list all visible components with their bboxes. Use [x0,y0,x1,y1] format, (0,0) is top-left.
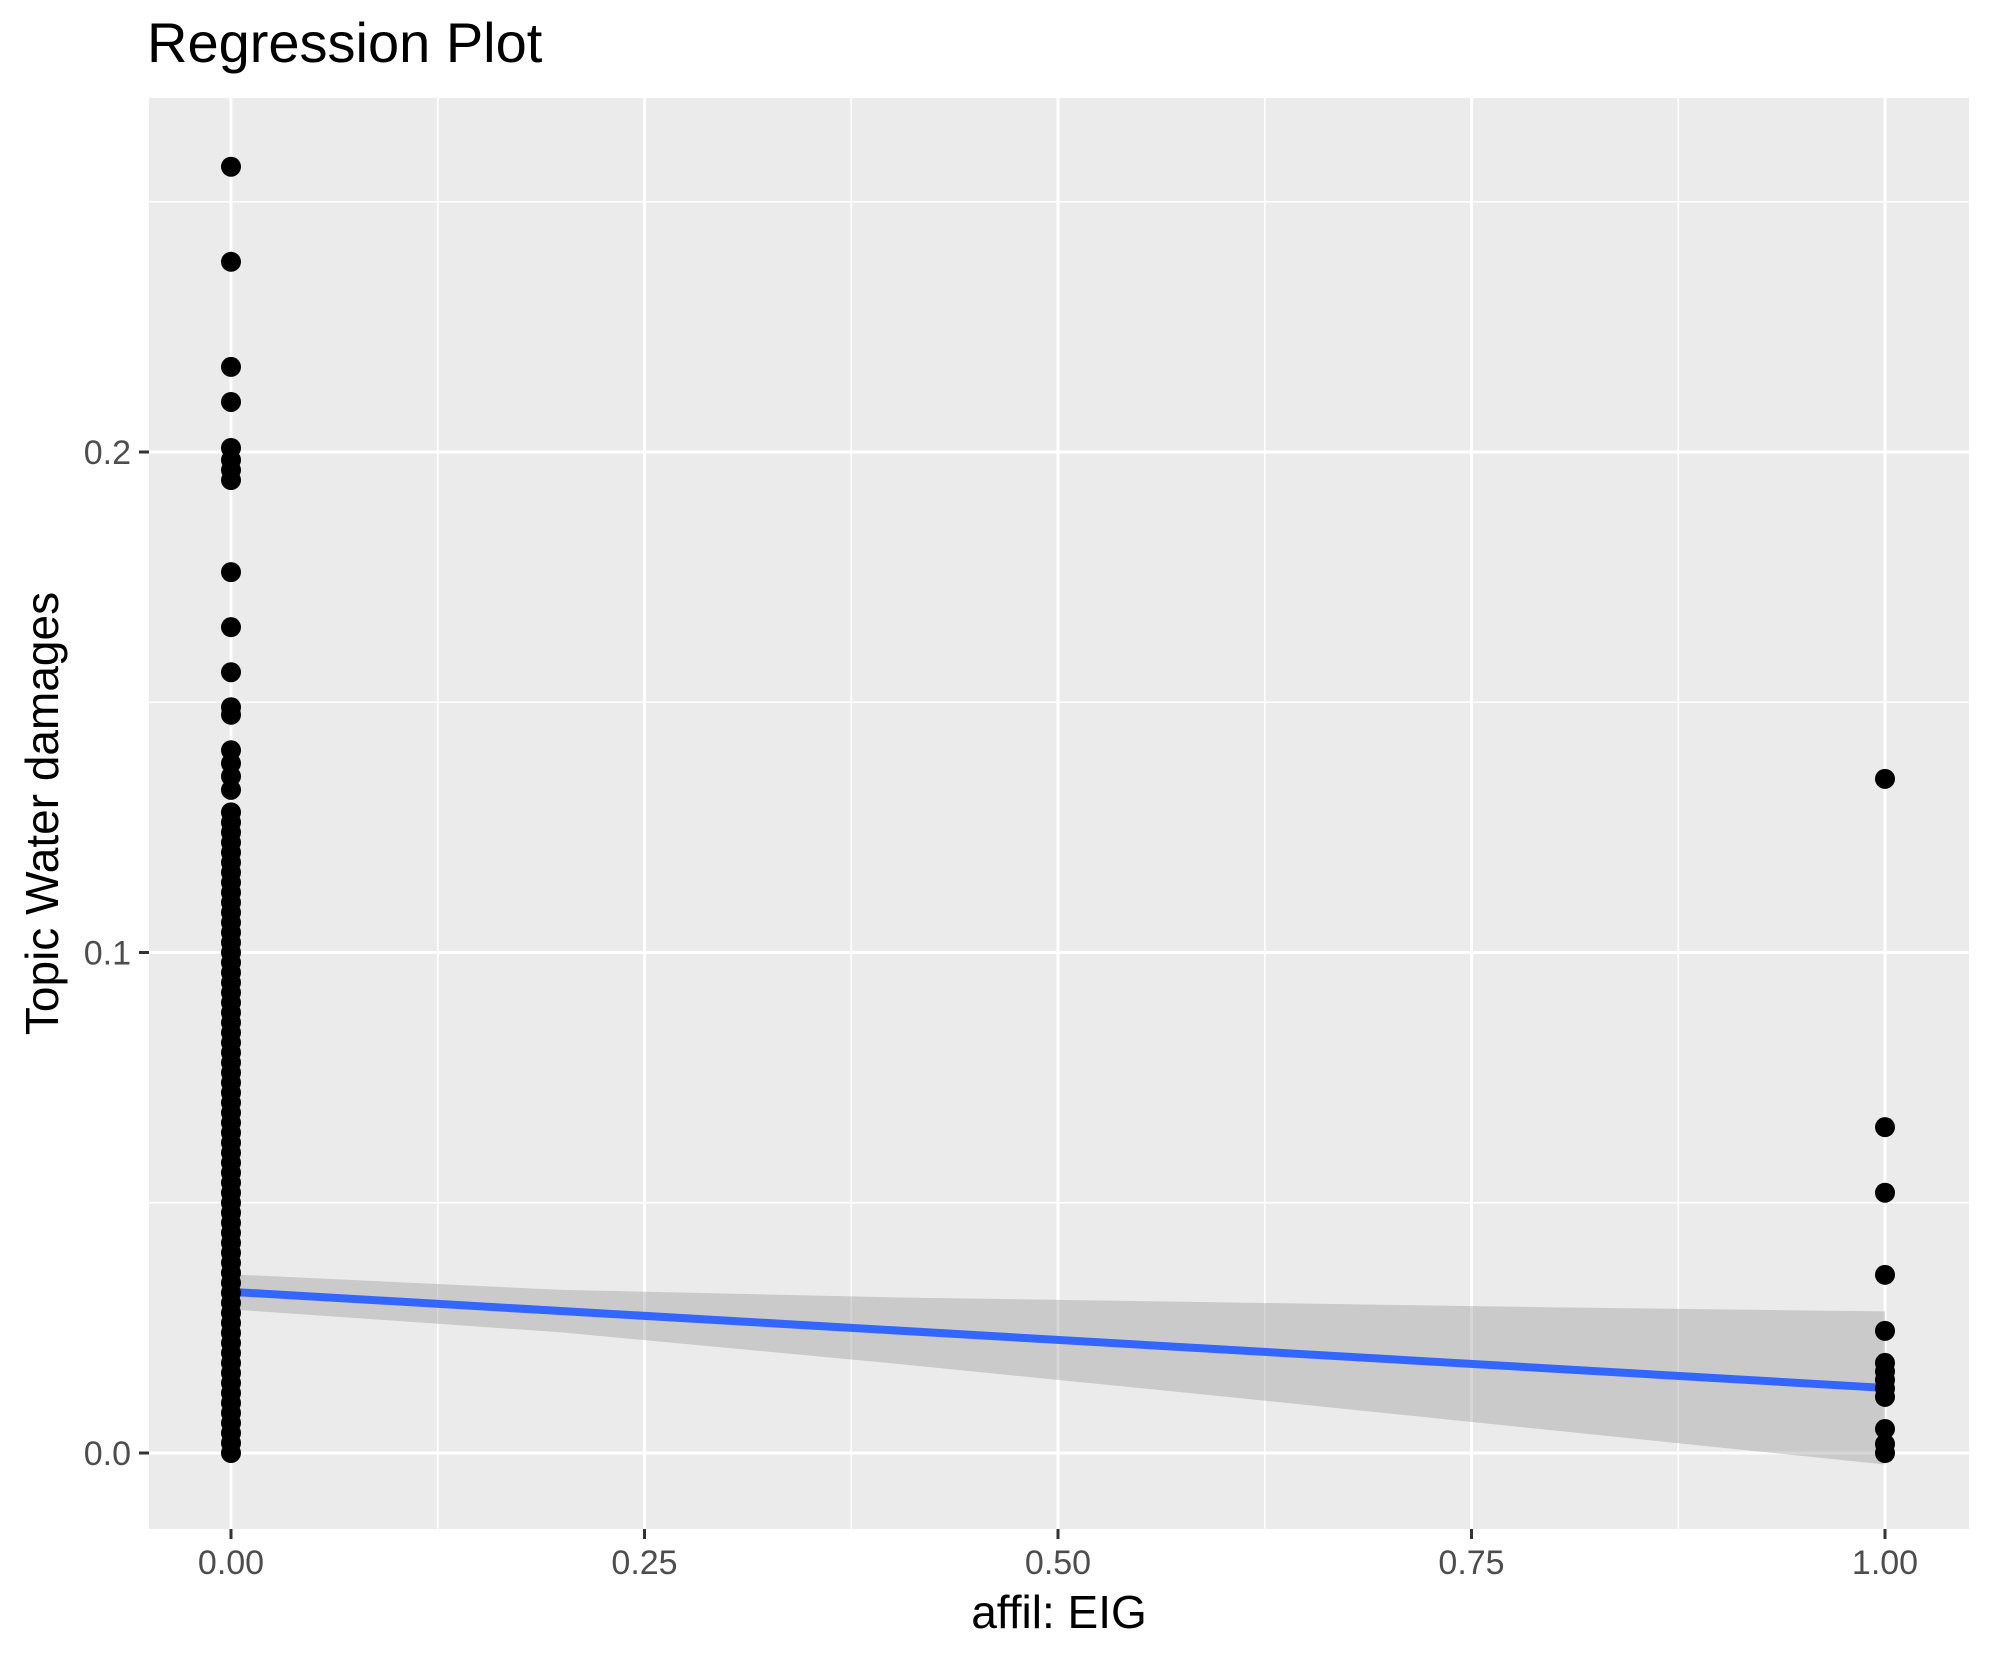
data-point [221,391,241,412]
x-tick-label: 0.00 [198,1544,264,1582]
data-point [221,1443,241,1463]
data-point [1875,1386,1895,1407]
data-point [221,662,241,683]
data-point [1875,1443,1895,1463]
data-point [1875,1418,1895,1439]
y-tick-label: 0.2 [84,434,131,472]
data-point [221,470,241,491]
data-point [221,156,241,177]
x-tick-label: 0.25 [611,1544,677,1582]
data-point [221,356,241,377]
x-tick-label: 1.00 [1852,1544,1918,1582]
y-axis-tick-labels: 0.0 0.1 0.2 [84,434,131,1473]
data-point [1875,1264,1895,1285]
data-point [1875,1117,1895,1138]
y-axis-title: Topic Water damages [16,592,68,1035]
data-point [221,562,241,583]
data-point [1875,768,1895,789]
data-point [221,251,241,272]
data-point [1875,1320,1895,1341]
x-axis-tick-labels: 0.00 0.25 0.50 0.75 1.00 [198,1544,1918,1582]
scatter-points [221,156,1895,1463]
y-tick-label: 0.0 [84,1435,131,1473]
data-point [221,779,241,800]
major-gridlines [149,98,1969,1529]
data-point [221,704,241,725]
regression-line [230,1287,1886,1392]
x-tick-label: 0.75 [1438,1544,1504,1582]
x-tick-label: 0.50 [1025,1544,1091,1582]
axis-tick-marks [139,450,1887,1539]
confidence-band [231,1274,1885,1465]
y-tick-label: 0.1 [84,935,131,973]
data-point [1875,1182,1895,1203]
data-point [221,617,241,638]
x-axis-title: affil: EIG [971,1586,1147,1638]
plot-title: Regression Plot [147,11,543,74]
